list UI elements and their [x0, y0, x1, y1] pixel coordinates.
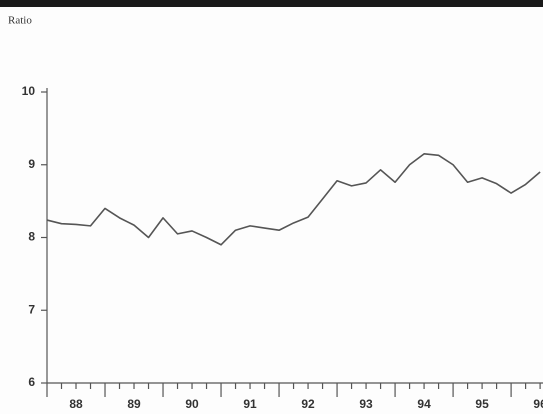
x-tick-label: 91 — [243, 397, 257, 411]
x-tick-label: 90 — [185, 397, 199, 411]
data-line — [46, 153, 541, 246]
x-tick-label: 94 — [417, 397, 431, 411]
x-tick-label: 95 — [475, 397, 489, 411]
x-tick-label: 89 — [127, 397, 141, 411]
y-axis-label: Ratio — [8, 15, 32, 27]
y-tick-label: 10 — [22, 84, 36, 98]
y-tick-label: 8 — [28, 230, 35, 244]
x-tick-label: 96 — [533, 397, 543, 411]
top-bar — [0, 0, 543, 7]
y-tick-label: 6 — [28, 375, 35, 389]
y-tick-label: 7 — [28, 302, 35, 316]
x-tick-label: 88 — [69, 397, 83, 411]
x-tick-label: 93 — [359, 397, 373, 411]
x-tick-label: 92 — [301, 397, 315, 411]
y-tick-label: 9 — [28, 157, 35, 171]
